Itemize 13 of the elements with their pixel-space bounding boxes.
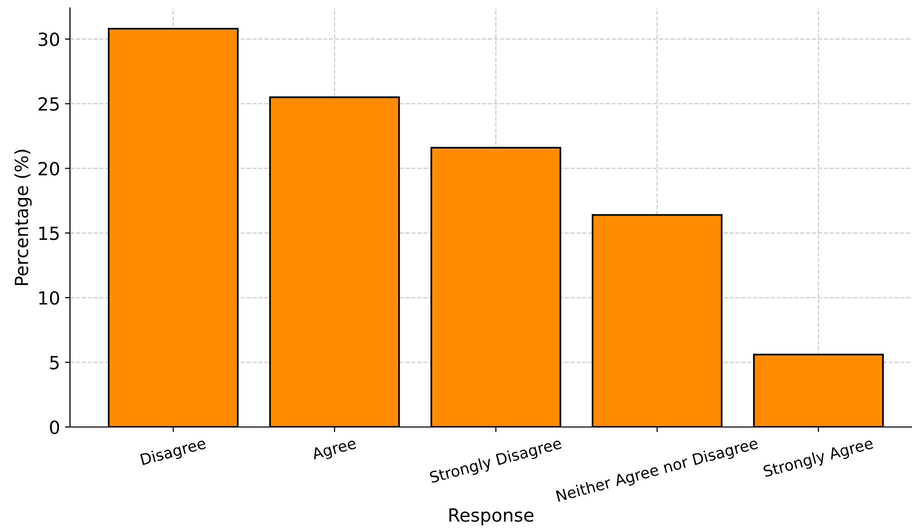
x-tick-label: Disagree [140,436,208,468]
y-tick-label: 0 [50,420,60,434]
y-tick-label: 20 [38,162,60,176]
y-axis-title: Percentage (%) [14,150,32,285]
x-axis-title: Response [449,508,534,526]
y-tick-label: 25 [38,97,59,111]
y-tick-label: 30 [38,32,60,46]
y-tick-label: 15 [39,226,59,240]
x-tick-label: Strongly Disagree [429,436,563,486]
x-tick-label: Agree [311,437,358,463]
y-tick-label: 10 [39,291,60,305]
x-tick-label: Strongly Agree [762,436,874,480]
y-tick-label: 5 [50,356,59,370]
